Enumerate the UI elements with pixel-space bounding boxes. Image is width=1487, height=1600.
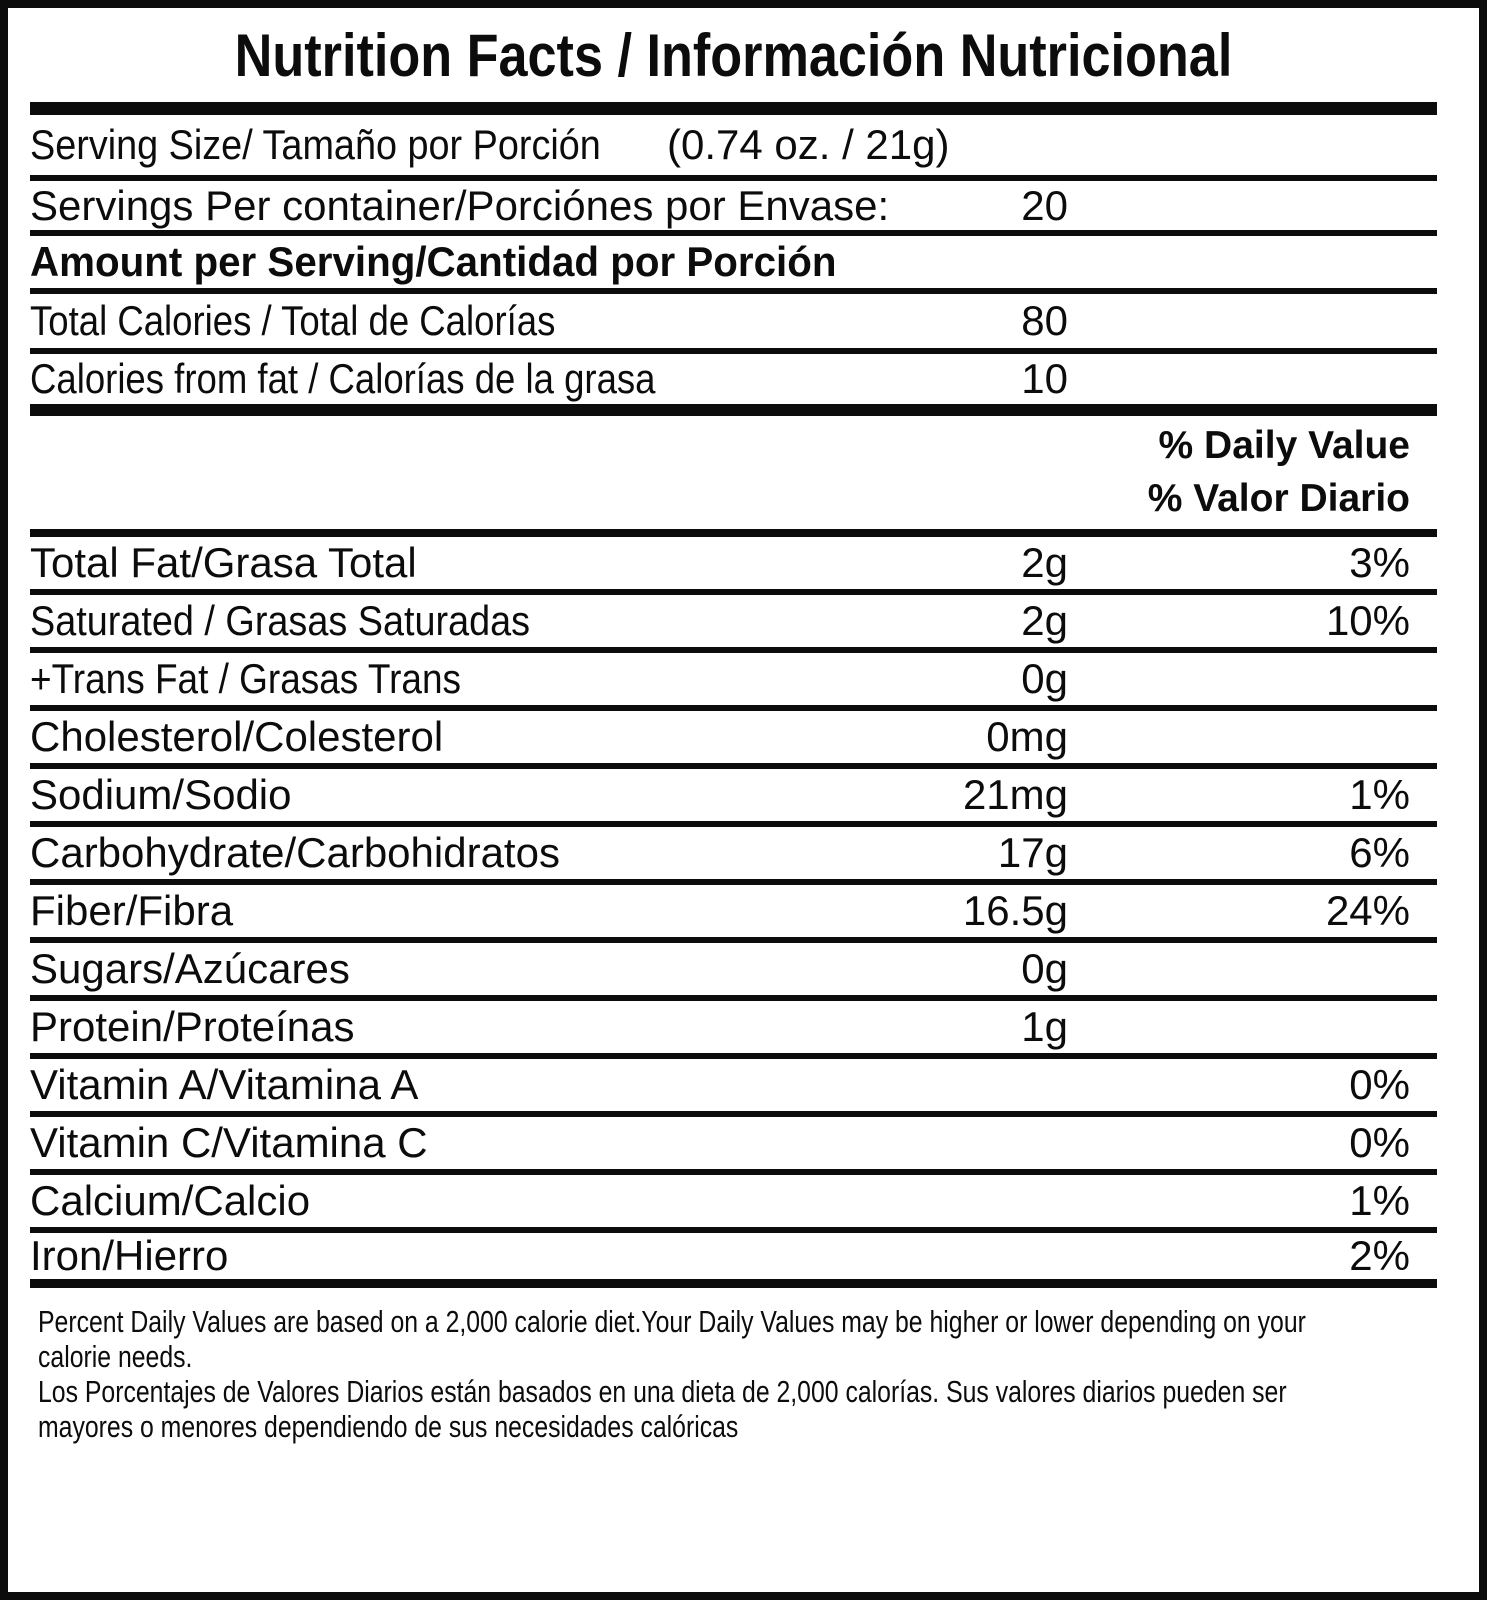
nutrient-label: Calcium/Calcio [30, 1177, 311, 1224]
footnote-es-line-2: mayores o menores dependiendo de sus nec… [38, 1409, 739, 1444]
nutrient-label: Cholesterol/Colesterol [30, 713, 444, 760]
nutrient-label: Total Fat/Grasa Total [30, 539, 417, 586]
calories-from-fat-value: 10 [1021, 355, 1068, 402]
daily-value-heading-es: % Valor Diario [1147, 476, 1410, 520]
nutrient-row-carbohydrate: Carbohydrate/Carbohidratos 17g 6% [30, 827, 1437, 885]
calories-from-fat-row: Calories from fat / Calorías de la grasa… [30, 354, 1437, 416]
nutrient-daily-value: 3% [1349, 539, 1410, 586]
nutrient-daily-value: 0% [1349, 1061, 1410, 1108]
servings-per-container-row: Servings Per container/Porciónes por Env… [30, 181, 1437, 236]
serving-size-label: Serving Size/ Tamaño por Porción [30, 121, 601, 168]
total-calories-row: Total Calories / Total de Calorías 80 [30, 294, 1437, 354]
nutrient-row-total-fat: Total Fat/Grasa Total 2g 3% [30, 537, 1437, 595]
nutrient-daily-value: 0% [1349, 1119, 1410, 1166]
nutrient-row-protein: Protein/Proteínas 1g [30, 1001, 1437, 1059]
total-calories-value: 80 [1021, 297, 1068, 344]
nutrient-amount: 1g [1021, 1003, 1068, 1050]
servings-per-container-label: Servings Per container/Porciónes por Env… [30, 181, 890, 229]
nutrient-label: Protein/Proteínas [30, 1003, 355, 1050]
nutrient-label: +Trans Fat / Grasas Trans [30, 655, 462, 702]
nutrient-daily-value: 1% [1349, 1177, 1410, 1224]
nutrient-row-sugars: Sugars/Azúcares 0g [30, 943, 1437, 1001]
footnote-es-line-1: Los Porcentajes de Valores Diarios están… [38, 1374, 1287, 1409]
label-content: Nutrition Facts / Información Nutriciona… [8, 8, 1479, 1444]
daily-value-heading-en: % Daily Value [1158, 424, 1410, 468]
nutrient-label: Iron/Hierro [30, 1232, 229, 1279]
nutrient-row-vitamin-c: Vitamin C/Vitamina C 0% [30, 1117, 1437, 1175]
nutrient-amount: 2g [1021, 539, 1068, 586]
total-calories-label: Total Calories / Total de Calorías [30, 297, 556, 344]
title-block: Nutrition Facts / Información Nutriciona… [30, 8, 1437, 102]
amount-per-serving-heading: Amount per Serving/Cantidad por Porción [30, 238, 837, 285]
footnote-en-line-1: Percent Daily Values are based on a 2,00… [38, 1304, 1306, 1339]
nutrient-daily-value: 1% [1349, 771, 1410, 818]
nutrient-row-fiber: Fiber/Fibra 16.5g 24% [30, 885, 1437, 943]
nutrient-amount: 17g [997, 829, 1068, 876]
daily-value-heading-block: % Daily Value % Valor Diario [30, 416, 1437, 537]
nutrient-label: Vitamin C/Vitamina C [30, 1119, 428, 1166]
nutrient-amount: 2g [1021, 597, 1068, 644]
nutrient-daily-value: 10% [1325, 597, 1410, 644]
serving-size-row: Serving Size/ Tamaño por Porción (0.74 o… [30, 115, 1437, 181]
nutrient-label: Fiber/Fibra [30, 887, 234, 934]
nutrient-row-sodium: Sodium/Sodio 21mg 1% [30, 769, 1437, 827]
nutrient-label: Vitamin A/Vitamina A [30, 1061, 419, 1108]
nutrient-amount: 0mg [986, 713, 1068, 760]
nutrient-row-calcium: Calcium/Calcio 1% [30, 1175, 1437, 1233]
serving-size-value: (0.74 oz. / 21g) [667, 121, 950, 168]
nutrient-amount: 16.5g [962, 887, 1068, 934]
nutrient-label: Carbohydrate/Carbohidratos [30, 829, 560, 876]
nutrient-daily-value: 6% [1349, 829, 1410, 876]
nutrient-label: Sugars/Azúcares [30, 945, 350, 992]
nutrient-label: Saturated / Grasas Saturadas [30, 597, 531, 644]
calories-from-fat-label: Calories from fat / Calorías de la grasa [30, 355, 656, 402]
nutrient-row-saturated-fat: Saturated / Grasas Saturadas 2g 10% [30, 595, 1437, 653]
nutrient-amount: 0g [1021, 945, 1068, 992]
nutrient-daily-value: 2% [1349, 1232, 1410, 1279]
nutrient-amount: 0g [1021, 655, 1068, 702]
nutrient-row-trans-fat: +Trans Fat / Grasas Trans 0g [30, 653, 1437, 711]
amount-per-serving-heading-row: Amount per Serving/Cantidad por Porción [30, 236, 1437, 294]
nutrient-row-cholesterol: Cholesterol/Colesterol 0mg [30, 711, 1437, 769]
nutrient-row-iron: Iron/Hierro 2% [30, 1232, 1437, 1288]
footnote-section: Percent Daily Values are based on a 2,00… [30, 1288, 1479, 1444]
nutrient-daily-value: 24% [1325, 887, 1410, 934]
label-title: Nutrition Facts / Información Nutriciona… [234, 21, 1233, 89]
nutrient-row-vitamin-a: Vitamin A/Vitamina A 0% [30, 1059, 1437, 1117]
servings-per-container-value: 20 [1021, 181, 1068, 229]
title-separator-bar [30, 102, 1437, 115]
footnote-en-line-2: calorie needs. [38, 1339, 193, 1374]
nutrient-amount: 21mg [962, 771, 1068, 818]
nutrient-label: Sodium/Sodio [30, 771, 292, 818]
